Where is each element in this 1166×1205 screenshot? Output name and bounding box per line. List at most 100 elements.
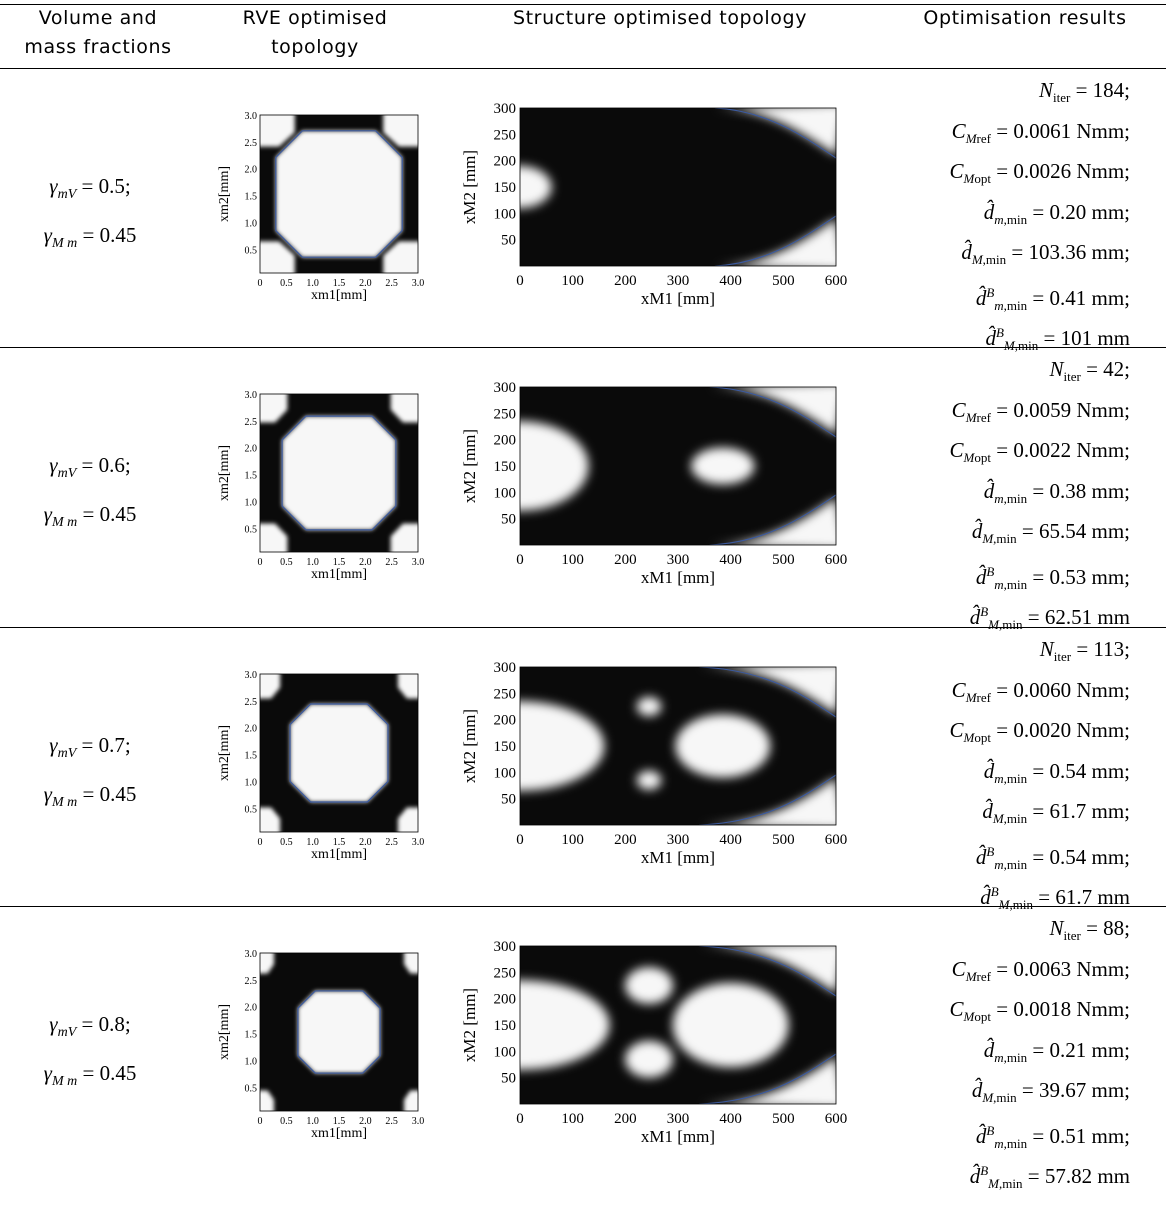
rve-void-center	[290, 704, 388, 802]
n-iter-line: Niter = 42;	[1049, 357, 1130, 385]
structure-ytick: 200	[494, 154, 517, 170]
structure-xtick: 600	[825, 832, 848, 848]
header-fractions: Volume and mass fractions	[8, 4, 188, 62]
d-M-min-line: d̂M,min = 103.36 mm;	[961, 240, 1130, 268]
fractions-cell: γmV = 0.7; γM m = 0.45	[0, 725, 180, 823]
rve-xtick: 0	[258, 837, 263, 848]
gamma-mV-line: γmV = 0.8;	[49, 1012, 131, 1041]
contour-top	[699, 667, 836, 718]
dB-M-min-line: d̂BM,min = 101 mm	[985, 325, 1130, 354]
structure-ytick: 50	[501, 792, 516, 808]
rve-void-corner	[404, 953, 418, 974]
structure-ytick: 250	[494, 406, 517, 422]
contour-bottom	[699, 1053, 836, 1104]
d-m-min-value: 0.54 mm	[1049, 758, 1125, 783]
d-M-min-line: d̂M,min = 61.7 mm;	[982, 799, 1130, 827]
void-lower-hole	[636, 770, 662, 790]
structure-xtick: 400	[719, 1111, 742, 1127]
contour-bottom	[699, 774, 836, 825]
structure-ylabel: xM2 [mm]	[460, 150, 479, 224]
rve-xtick: 0.5	[280, 1116, 293, 1127]
c-mopt-line: CMopt = 0.0018 Nmm;	[949, 997, 1130, 1025]
rve-xtick: 3.0	[412, 1116, 425, 1127]
rve-ytick: 2.5	[245, 138, 258, 149]
structure-xtick: 400	[719, 832, 742, 848]
structure-topology-cell: 300 250 200 150 100 50 0 100 200 300 400 500 600 xM1 …	[460, 379, 855, 594]
rve-ylabel: xm2[mm]	[217, 1004, 232, 1060]
gamma-mV-line: γmV = 0.6;	[49, 453, 131, 482]
void-bottom-right	[699, 777, 836, 825]
dB-m-min-value: 0.53 mm	[1049, 564, 1125, 589]
table-row: γmV = 0.6; γM m = 0.45 3.0 2.5 2.0 1.5 1.0 0.5 0…	[0, 349, 1166, 632]
rve-ylabel: xm2[mm]	[217, 445, 232, 501]
structure-ytick: 100	[494, 765, 517, 781]
contour-bottom	[709, 494, 836, 545]
rve-frame	[259, 393, 419, 553]
structure-xlabel: xM1 [mm]	[641, 1127, 715, 1146]
n-iter-line: Niter = 113;	[1039, 637, 1130, 665]
void-top-right	[714, 108, 836, 156]
c-mopt-value: 0.0020 Nmm	[1013, 718, 1125, 742]
rve-xlabel: xm1[mm]	[311, 1126, 367, 1141]
void-top-right	[709, 387, 836, 435]
rve-xtick: 1.5	[333, 557, 346, 568]
gamma-mV-value: 0.8	[98, 1012, 125, 1036]
structure-xtick: 200	[614, 832, 637, 848]
dB-m-min-line: d̂Bm,min = 0.41 mm;	[975, 284, 1130, 313]
structure-ytick: 250	[494, 127, 517, 143]
structure-ytick: 100	[494, 485, 517, 501]
rve-ytick: 1.0	[245, 497, 258, 508]
rve-xtick: 0	[258, 557, 263, 568]
void-left	[520, 980, 610, 1070]
structure-xlabel: xM1 [mm]	[641, 848, 715, 867]
results-cell: Niter = 113; CMref = 0.0060 Nmm; CMopt = 0…	[810, 629, 1130, 913]
rve-void-center	[282, 416, 396, 530]
row-divider	[0, 347, 1166, 348]
rve-ytick: 2.5	[245, 976, 258, 987]
structure-xtick: 600	[825, 1111, 848, 1127]
rve-void-corner	[397, 674, 418, 699]
n-iter-value: 184	[1092, 78, 1125, 102]
d-M-min-line: d̂M,min = 39.67 mm;	[971, 1078, 1130, 1106]
structure-ytick: 150	[494, 1018, 517, 1034]
contour-bottom	[714, 215, 836, 266]
rve-xtick: 0.5	[280, 837, 293, 848]
rve-xtick: 2.0	[359, 1116, 372, 1127]
structure-xtick: 100	[561, 832, 584, 848]
rve-void-corner	[260, 523, 288, 552]
structure-ytick: 300	[494, 660, 517, 676]
rve-topology-cell: 3.0 2.5 2.0 1.5 1.0 0.5 0 0.5 1.0 1.5 2.0 2.5 3.0 xm1…	[210, 948, 440, 1148]
table-row: γmV = 0.7; γM m = 0.45 3.0 2.5 2.0 1.5 1.0 0.5 0…	[0, 629, 1166, 912]
c-mopt-value: 0.0018 Nmm	[1013, 997, 1125, 1021]
structure-xtick: 0	[516, 273, 524, 289]
structure-xtick: 300	[667, 273, 690, 289]
void-left	[520, 701, 605, 791]
structure-ytick: 150	[494, 180, 517, 196]
rve-xtick: 1.0	[306, 557, 319, 568]
rve-contour	[281, 415, 397, 531]
structure-xtick: 500	[772, 832, 795, 848]
structure-xtick: 100	[561, 552, 584, 568]
header-rve: RVE optimised topology	[210, 4, 420, 62]
rve-xtick: 1.5	[333, 837, 346, 848]
rve-ytick: 0.5	[245, 524, 258, 535]
row-divider	[0, 906, 1166, 907]
rve-void-corner	[390, 523, 418, 552]
rve-ytick: 2.0	[245, 165, 258, 176]
rve-xtick: 0	[258, 1116, 263, 1127]
results-cell: Niter = 184; CMref = 0.0061 Nmm; CMopt = 0…	[810, 70, 1130, 354]
rve-ytick: 2.5	[245, 697, 258, 708]
c-mopt-line: CMopt = 0.0022 Nmm;	[949, 438, 1130, 466]
structure-ytick: 200	[494, 992, 517, 1008]
structure-ytick: 250	[494, 965, 517, 981]
header-rve-line1: RVE optimised	[242, 7, 388, 29]
rve-void-corner	[260, 674, 281, 699]
gamma-Mm-value: 0.45	[99, 1061, 137, 1086]
structure-xtick: 400	[719, 552, 742, 568]
d-m-min-value: 0.38 mm	[1049, 478, 1125, 503]
rve-xtick: 0.5	[280, 278, 293, 289]
void-center	[691, 447, 755, 485]
header-rule	[0, 68, 1166, 69]
